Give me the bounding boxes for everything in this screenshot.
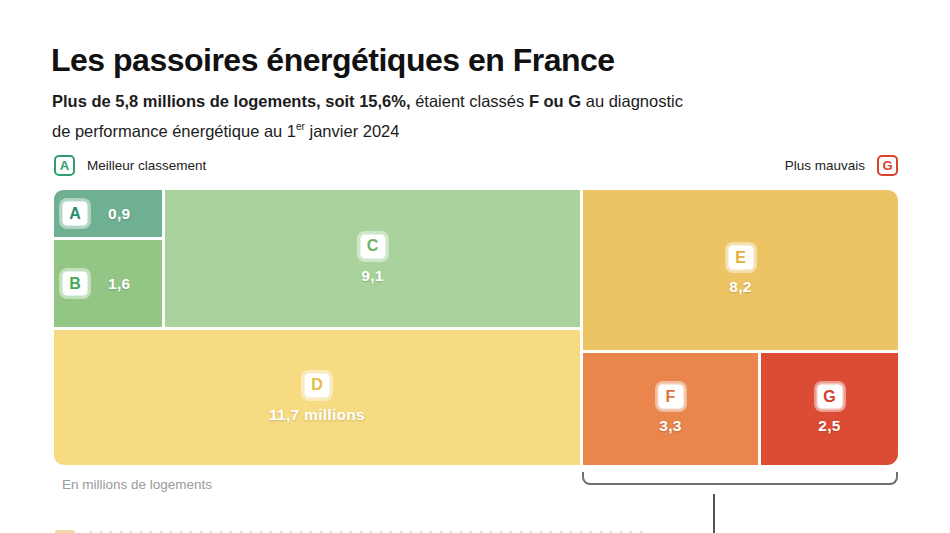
treemap-block-D: D 11,7 millions	[54, 330, 580, 465]
legend-label-worst: Plus mauvais	[785, 158, 865, 173]
subtitle-superscript: er	[296, 121, 305, 132]
treemap-block-B: B 1,6	[54, 240, 162, 327]
class-e-value: 8,2	[729, 278, 751, 296]
treemap-block-E: E 8,2	[583, 190, 898, 350]
class-c-value: 9,1	[361, 267, 383, 285]
class-g-badge: G	[816, 383, 844, 410]
class-e-badge: E	[727, 244, 755, 271]
subtitle-bold-2: F ou G	[529, 92, 581, 110]
subtitle-line2: de performance énergétique au 1	[52, 122, 296, 140]
subtitle: Plus de 5,8 millions de logements, soit …	[52, 89, 812, 144]
treemap-block-A: A 0,9	[54, 190, 162, 237]
class-c-badge: C	[359, 233, 387, 260]
fg-group-bracket	[582, 472, 898, 485]
subtitle-bold-1: Plus de 5,8 millions de logements, soit …	[52, 92, 411, 110]
class-f-badge: F	[657, 383, 685, 410]
treemap-block-F: F 3,3	[583, 353, 758, 465]
class-b-badge: B	[61, 270, 89, 297]
class-b-value: 1,6	[108, 275, 130, 293]
treemap-block-C: C 9,1	[165, 190, 580, 327]
legend-row: A Meilleur classement Plus mauvais G	[54, 153, 898, 177]
legend-badge-best: A	[54, 155, 75, 176]
treemap-chart: A 0,9 B 1,6 C 9,1 D 11,7 millions E 8,2 …	[54, 190, 898, 465]
legend-best-group: A Meilleur classement	[54, 155, 206, 176]
legend-badge-worst: G	[877, 155, 898, 176]
legend-label-best: Meilleur classement	[87, 158, 206, 173]
infographic-canvas: Les passoires énergétiques en France Plu…	[0, 0, 950, 533]
page-title: Les passoires énergétiques en France	[51, 42, 615, 79]
unit-footnote: En millions de logements	[62, 477, 212, 492]
class-a-value: 0,9	[108, 205, 130, 223]
fg-group-pointer-line	[713, 494, 715, 533]
subtitle-line2-end: janvier 2024	[310, 122, 400, 140]
class-d-badge: D	[303, 372, 331, 399]
class-g-value: 2,5	[818, 417, 840, 435]
class-f-value: 3,3	[659, 417, 681, 435]
treemap-block-G: G 2,5	[761, 353, 898, 465]
subtitle-normal-2: au diagnostic	[586, 92, 683, 110]
subtitle-normal-1: étaient classés	[415, 92, 524, 110]
legend-worst-group: Plus mauvais G	[785, 155, 898, 176]
class-d-value: 11,7 millions	[269, 406, 365, 424]
class-a-badge: A	[61, 200, 89, 227]
